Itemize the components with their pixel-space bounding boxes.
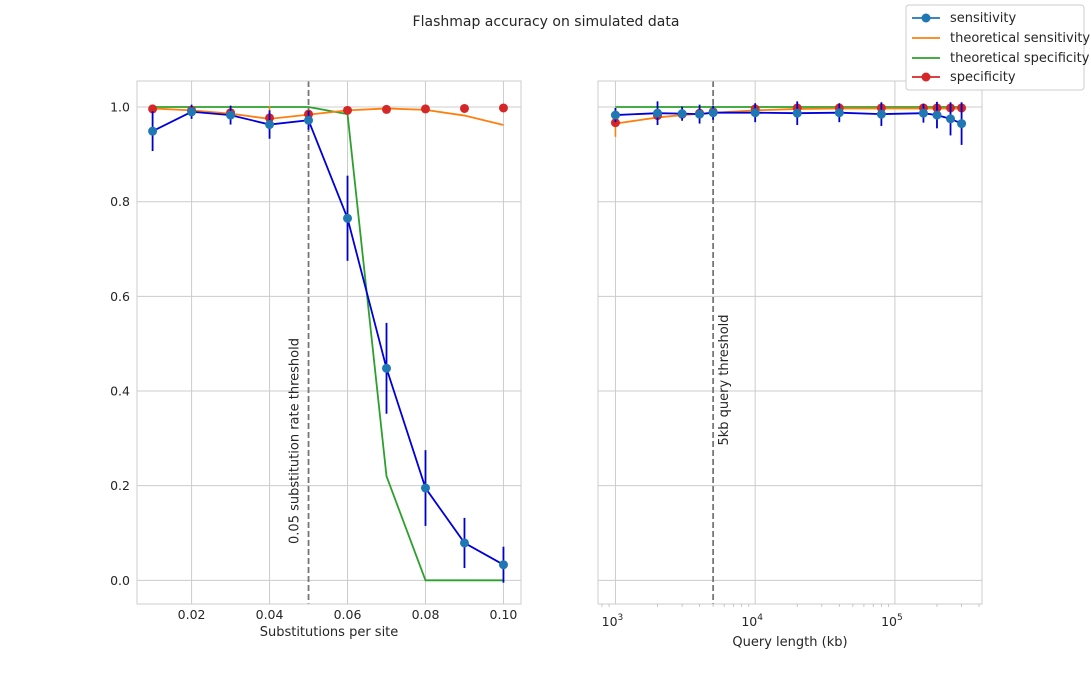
legend-entry-specificity: specificity: [912, 70, 1016, 85]
sensitivity-point: [265, 120, 275, 130]
sensitivity-point: [382, 363, 392, 373]
x-tick-exponent: 3: [618, 613, 624, 623]
sensitivity-point: [653, 108, 663, 118]
sensitivity-line: [615, 111, 962, 125]
threshold-label: 0.05 substitution rate threshold: [288, 338, 303, 544]
left-x-axis-label: Substitutions per site: [260, 625, 399, 640]
y-tick-label: 0.4: [110, 384, 130, 399]
threshold-label: 5kb query threshold: [717, 314, 732, 445]
x-tick-label: 0.08: [412, 607, 440, 622]
legend-swatch-marker: [921, 13, 931, 23]
legend-label: theoretical sensitivity: [950, 31, 1090, 46]
left-plot-area: 0.05 substitution rate threshold: [148, 81, 508, 604]
sensitivity-line: [152, 110, 504, 566]
sensitivity-point: [226, 110, 236, 120]
x-tick-exponent: 4: [757, 613, 763, 623]
theoretical-sensitivity-line: [615, 107, 962, 125]
x-tick-exponent: 5: [897, 613, 903, 623]
x-tick-label: 0.04: [256, 607, 284, 622]
sensitivity-point: [957, 119, 967, 129]
legend-entry-theoretical-sensitivity: theoretical sensitivity: [912, 31, 1090, 46]
x-tick-label: 0.02: [178, 607, 206, 622]
left-ticks: 0.0 0.2 0.4 0.6 0.8 1.0 0.02 0.04 0.06 0.08 0.10: [110, 100, 517, 622]
y-tick-label: 0.2: [110, 478, 130, 493]
right-ticks: 103 104 105: [601, 604, 980, 629]
theoretical-sensitivity-line: [152, 107, 504, 126]
sensitivity-point: [792, 108, 802, 118]
y-tick-label: 1.0: [110, 100, 130, 115]
specificity-point: [459, 103, 469, 113]
sensitivity-point: [946, 114, 956, 124]
sensitivity-point: [148, 126, 158, 136]
sensitivity-point: [708, 108, 718, 118]
legend-entry-theoretical-specificity: theoretical specificity: [912, 51, 1090, 66]
left-axes-frame: [136, 80, 522, 605]
x-tick-label: 0.10: [490, 607, 518, 622]
sensitivity-point: [918, 108, 928, 118]
specificity-point: [420, 104, 430, 114]
x-tick-label: 103: [602, 613, 624, 629]
sensitivity-point: [498, 560, 508, 570]
legend-label: theoretical specificity: [950, 51, 1090, 66]
specificity-point: [382, 104, 392, 114]
sensitivity-point: [610, 110, 620, 120]
theoretical-specificity-line: [152, 106, 504, 582]
y-tick-label: 0.6: [110, 289, 130, 304]
sensitivity-point: [420, 483, 430, 493]
legend-swatch-marker: [921, 72, 931, 82]
specificity-point: [343, 105, 353, 115]
sensitivity-point: [876, 109, 886, 119]
right-axes-frame: [597, 80, 983, 605]
legend-entry-sensitivity: sensitivity: [912, 11, 1017, 26]
sensitivity-point: [459, 538, 469, 548]
sensitivity-point: [695, 109, 705, 119]
left-panel: 0.05 substitution rate threshold 0.00.20…: [110, 80, 522, 640]
y-tick-label: 0.0: [110, 573, 130, 588]
sensitivity-point: [932, 110, 942, 120]
legend-box: [905, 4, 1085, 91]
sensitivity-point: [750, 108, 760, 118]
right-plot-area: 5kb query threshold: [610, 81, 967, 604]
x-tick-label: 0.06: [334, 607, 362, 622]
x-tick-label: 104: [741, 613, 763, 629]
legend-label: sensitivity: [950, 11, 1017, 26]
right-panel: 5kb query threshold 103 104 105 Query leng…: [597, 80, 983, 650]
legend-label: specificity: [950, 70, 1016, 85]
y-tick-label: 0.8: [110, 194, 130, 209]
sensitivity-point: [834, 108, 844, 118]
x-tick-label: 105: [881, 613, 903, 629]
sensitivity-point: [187, 107, 197, 117]
specificity-point: [148, 104, 158, 114]
legend: sensitivity theoretical sensitivity theo…: [905, 4, 1090, 91]
sensitivity-point: [304, 115, 314, 125]
right-grid: [598, 81, 982, 604]
specificity-point: [498, 103, 508, 113]
left-grid: [137, 81, 521, 604]
specificity-point: [610, 118, 620, 128]
sensitivity-point: [343, 213, 353, 223]
right-x-axis-label: Query length (kb): [732, 635, 847, 650]
figure-title: Flashmap accuracy on simulated data: [413, 14, 680, 30]
sensitivity-point: [677, 109, 687, 119]
